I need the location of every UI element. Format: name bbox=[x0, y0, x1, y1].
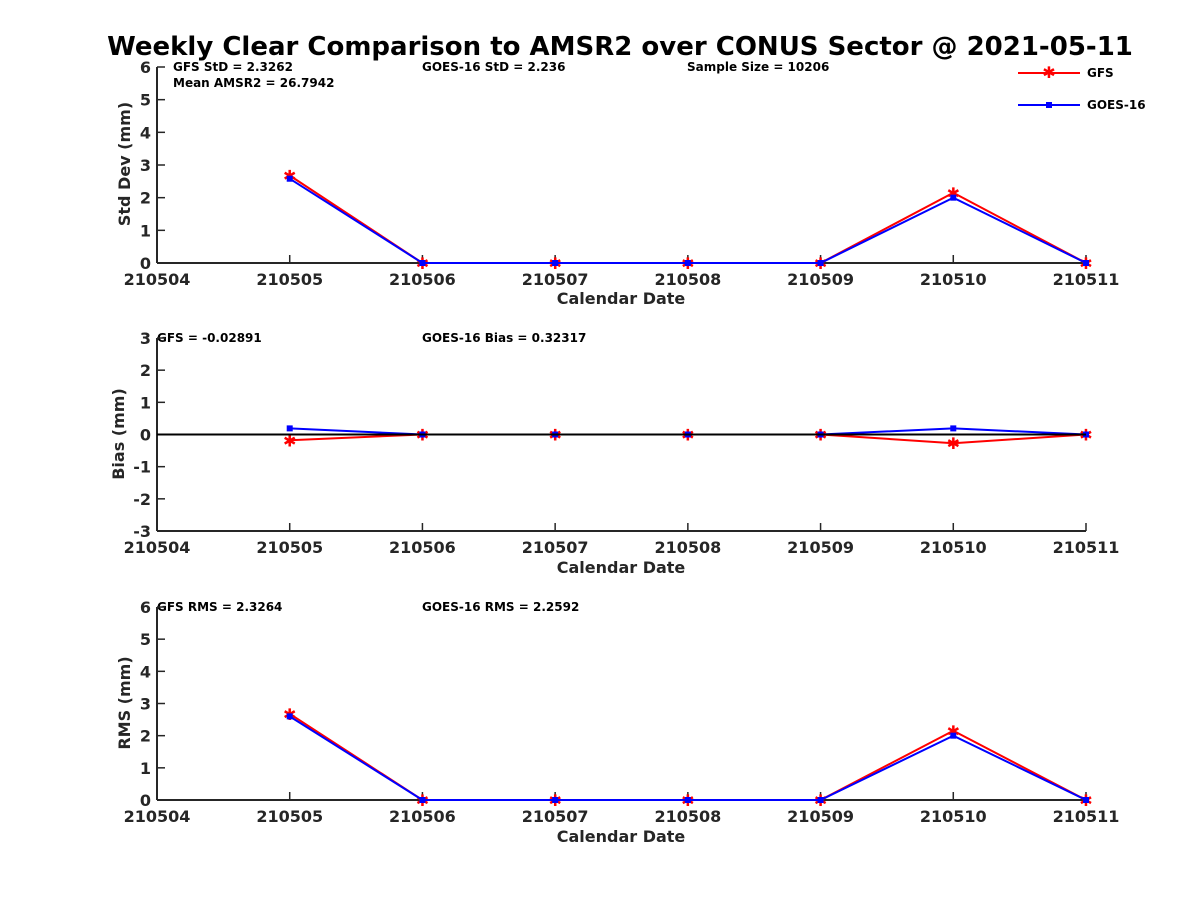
panel-rms: GFS RMS = 2.3264 GOES-16 RMS = 2.2592 Ca… bbox=[115, 598, 1119, 846]
legend-goes16-marker bbox=[1046, 102, 1052, 108]
y-tick-label: 0 bbox=[140, 791, 151, 810]
data-point-goes16 bbox=[286, 175, 293, 182]
data-point-gfs: ✱ bbox=[947, 722, 960, 741]
y-tick-label: 3 bbox=[140, 329, 151, 348]
data-point-goes16 bbox=[950, 732, 957, 739]
data-point-goes16 bbox=[419, 260, 426, 266]
x-tick-label: 210508 bbox=[654, 807, 721, 826]
x-tick-label: 210511 bbox=[1053, 270, 1120, 289]
y-tick-label: 1 bbox=[140, 393, 151, 412]
annotation-gfs-rms: GFS RMS = 2.3264 bbox=[157, 600, 282, 614]
y-tick-label: 4 bbox=[140, 662, 151, 681]
x-tick-label: 210507 bbox=[522, 538, 589, 557]
annotation-mean-amsr2: Mean AMSR2 = 26.7942 bbox=[173, 76, 334, 90]
annotation-goes16-rms: GOES-16 RMS = 2.2592 bbox=[422, 600, 579, 614]
x-tick-label: 210509 bbox=[787, 538, 854, 557]
y-tick-label: -1 bbox=[133, 458, 151, 477]
data-point-gfs: ✱ bbox=[283, 431, 296, 450]
y-tick-label: 5 bbox=[140, 91, 151, 110]
x-tick-label: 210511 bbox=[1053, 538, 1120, 557]
y-tick-label: 2 bbox=[140, 361, 151, 380]
data-point-goes16 bbox=[552, 797, 559, 803]
annotation-gfs-std: GFS StD = 2.3262 bbox=[173, 60, 293, 74]
x-tick-label: 210506 bbox=[389, 538, 456, 557]
x-tick-label: 210506 bbox=[389, 270, 456, 289]
y-axis-label: Bias (mm) bbox=[109, 388, 128, 480]
annotation-goes16-std: GOES-16 StD = 2.236 bbox=[422, 60, 565, 74]
y-tick-label: -2 bbox=[133, 490, 151, 509]
data-point-goes16 bbox=[1083, 260, 1089, 266]
x-tick-label: 210505 bbox=[256, 807, 323, 826]
annotation-sample-size: Sample Size = 10206 bbox=[687, 60, 829, 74]
y-tick-label: 3 bbox=[140, 156, 151, 175]
x-tick-label: 210509 bbox=[787, 270, 854, 289]
legend-goes16-label: GOES-16 bbox=[1087, 98, 1146, 112]
data-point-goes16 bbox=[684, 797, 691, 803]
y-axis-label: Std Dev (mm) bbox=[115, 102, 134, 226]
x-tick-label: 210510 bbox=[920, 538, 987, 557]
x-axis-label: Calendar Date bbox=[557, 558, 686, 577]
data-point-gfs: ✱ bbox=[947, 434, 960, 453]
y-tick-label: 0 bbox=[140, 254, 151, 273]
y-axis-label: RMS (mm) bbox=[115, 656, 134, 749]
data-point-goes16 bbox=[419, 797, 426, 803]
x-axis-label: Calendar Date bbox=[557, 289, 686, 308]
x-tick-label: 210505 bbox=[256, 538, 323, 557]
y-tick-label: 6 bbox=[140, 598, 151, 617]
legend: ✱ GFS GOES-16 bbox=[1018, 63, 1146, 112]
y-tick-label: 1 bbox=[140, 221, 151, 240]
data-point-goes16 bbox=[286, 425, 293, 432]
data-point-goes16 bbox=[684, 260, 691, 266]
x-tick-label: 210509 bbox=[787, 807, 854, 826]
y-tick-label: 5 bbox=[140, 630, 151, 649]
y-tick-label: 2 bbox=[140, 727, 151, 746]
y-tick-label: 2 bbox=[140, 189, 151, 208]
legend-gfs-marker: ✱ bbox=[1042, 63, 1055, 82]
x-axis-label: Calendar Date bbox=[557, 827, 686, 846]
figure-title: Weekly Clear Comparison to AMSR2 over CO… bbox=[107, 32, 1133, 62]
y-tick-label: 6 bbox=[140, 58, 151, 77]
y-tick-label: 1 bbox=[140, 759, 151, 778]
data-point-gfs: ✱ bbox=[947, 184, 960, 203]
annotation-goes16-bias: GOES-16 Bias = 0.32317 bbox=[422, 331, 586, 345]
data-point-goes16 bbox=[286, 713, 293, 720]
x-tick-label: 210508 bbox=[654, 270, 721, 289]
x-tick-label: 210505 bbox=[256, 270, 323, 289]
annotation-gfs-bias: GFS = -0.02891 bbox=[157, 331, 262, 345]
data-point-goes16 bbox=[552, 260, 559, 266]
x-tick-label: 210504 bbox=[124, 807, 191, 826]
y-tick-label: 4 bbox=[140, 123, 151, 142]
x-tick-label: 210510 bbox=[920, 270, 987, 289]
x-tick-label: 210511 bbox=[1053, 807, 1120, 826]
x-tick-label: 210504 bbox=[124, 270, 191, 289]
y-tick-label: 0 bbox=[140, 426, 151, 445]
data-point-goes16 bbox=[950, 425, 957, 432]
x-tick-label: 210504 bbox=[124, 538, 191, 557]
data-point-goes16 bbox=[1083, 797, 1089, 803]
y-tick-label: 3 bbox=[140, 695, 151, 714]
legend-gfs-label: GFS bbox=[1087, 66, 1114, 80]
data-point-goes16 bbox=[817, 260, 824, 266]
x-tick-label: 210507 bbox=[522, 270, 589, 289]
x-tick-label: 210510 bbox=[920, 807, 987, 826]
x-tick-label: 210506 bbox=[389, 807, 456, 826]
x-tick-label: 210507 bbox=[522, 807, 589, 826]
panel-std-dev: GFS StD = 2.3262 Mean AMSR2 = 26.7942 GO… bbox=[115, 58, 1119, 308]
data-point-goes16 bbox=[817, 797, 824, 803]
x-tick-label: 210508 bbox=[654, 538, 721, 557]
y-tick-label: -3 bbox=[133, 522, 151, 541]
data-point-goes16 bbox=[950, 194, 957, 201]
panel-bias: GFS = -0.02891 GOES-16 Bias = 0.32317 Ca… bbox=[109, 329, 1119, 577]
